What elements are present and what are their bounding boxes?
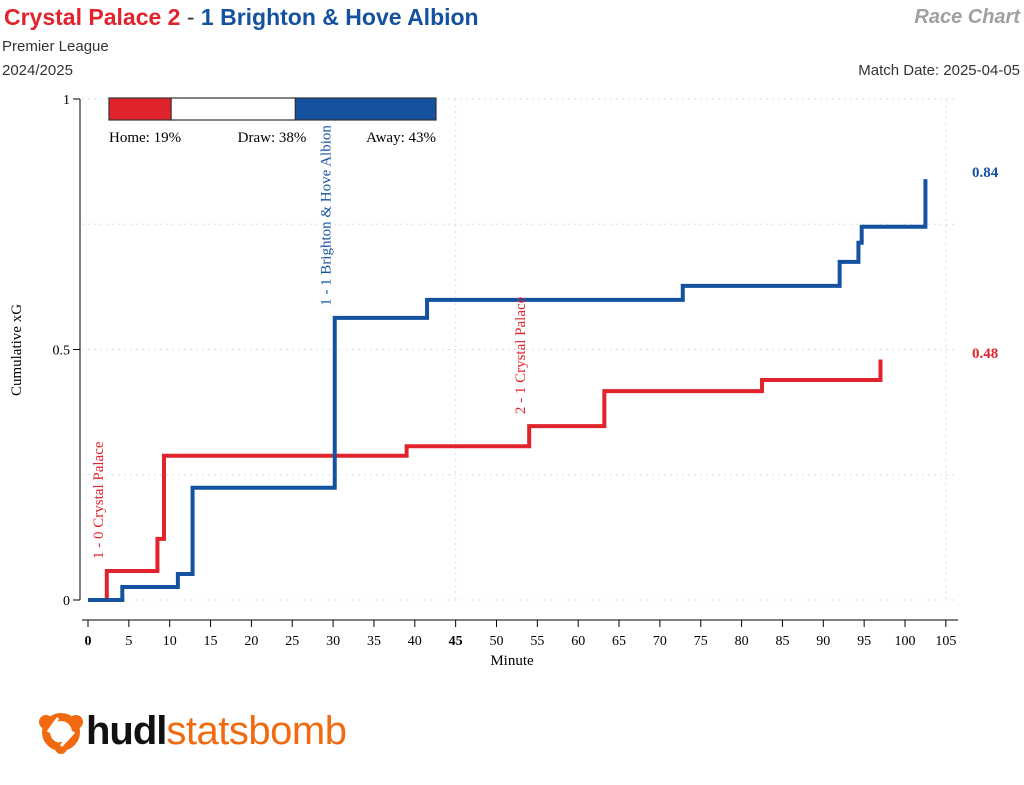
x-tick-label: 90: [816, 634, 830, 649]
x-tick-label: 20: [244, 634, 258, 649]
x-tick-label: 45: [449, 634, 463, 649]
x-tick-label: 5: [125, 634, 132, 649]
logo-text-hudl: hudl: [86, 708, 167, 753]
win-prob-away-segment: [294, 97, 437, 121]
y-axis-label: Cumulative xG: [9, 304, 25, 396]
home-team-score: Crystal Palace 2: [4, 4, 181, 30]
x-tick-label: 75: [694, 634, 708, 649]
x-tick-label: 0: [85, 634, 92, 649]
hudl-statsbomb-logo: hudl statsbomb: [36, 708, 347, 754]
x-tick-label: 15: [204, 634, 218, 649]
race-chart: 0 0.5 1 Cumulative xG 0 5 10 15 20 25 30 35 40 45 50 55…: [9, 93, 999, 669]
goal-annotation: 1 - 1 Brighton & Hove Albion: [319, 125, 335, 306]
x-axis-label: Minute: [490, 653, 534, 669]
x-tick-label: 70: [653, 634, 667, 649]
x-tick-label: 100: [895, 634, 916, 649]
competition: Premier League: [2, 38, 109, 55]
chart-type-label: Race Chart: [914, 6, 1020, 28]
xg-line-away: [88, 179, 928, 602]
y-tick-label: 0: [63, 594, 70, 609]
win-prob-away-label: Away: 43%: [366, 130, 436, 146]
x-tick-label: 35: [367, 634, 381, 649]
x-tick-label: 30: [326, 634, 340, 649]
win-prob-home-label: Home: 19%: [109, 130, 181, 146]
x-tick-label: 50: [490, 634, 504, 649]
y-tick-label: 1: [63, 93, 70, 108]
y-tick-label: 0.5: [53, 344, 71, 359]
logo-text-statsbomb: statsbomb: [166, 708, 347, 753]
win-prob-home-segment: [108, 97, 172, 121]
season: 2024/2025: [2, 62, 73, 79]
xg-line-home: [88, 359, 883, 602]
goal-annotation: 2 - 1 Crystal Palace: [513, 296, 529, 414]
final-xg-label-home: 0.48: [972, 346, 998, 362]
win-prob-draw-label: Draw: 38%: [238, 130, 307, 146]
title-separator: -: [186, 4, 195, 30]
x-tick-label: 95: [857, 634, 871, 649]
logo-mark-icon: [39, 713, 83, 754]
win-prob-draw-segment: [170, 97, 296, 121]
match-date: Match Date: 2025-04-05: [858, 62, 1020, 79]
away-team-score: 1 Brighton & Hove Albion: [200, 4, 479, 30]
match-title: Crystal Palace 2 - 1 Brighton & Hove Alb…: [4, 4, 479, 31]
x-tick-label: 25: [285, 634, 299, 649]
x-tick-label: 85: [775, 634, 789, 649]
goal-annotation: 1 - 0 Crystal Palace: [91, 441, 107, 559]
x-tick-label: 60: [571, 634, 585, 649]
x-tick-label: 80: [735, 634, 749, 649]
x-tick-label: 65: [612, 634, 626, 649]
x-tick-label: 55: [530, 634, 544, 649]
x-tick-label: 105: [935, 634, 956, 649]
x-tick-label: 40: [408, 634, 422, 649]
final-xg-label-away: 0.84: [972, 165, 999, 181]
x-tick-label: 10: [163, 634, 177, 649]
